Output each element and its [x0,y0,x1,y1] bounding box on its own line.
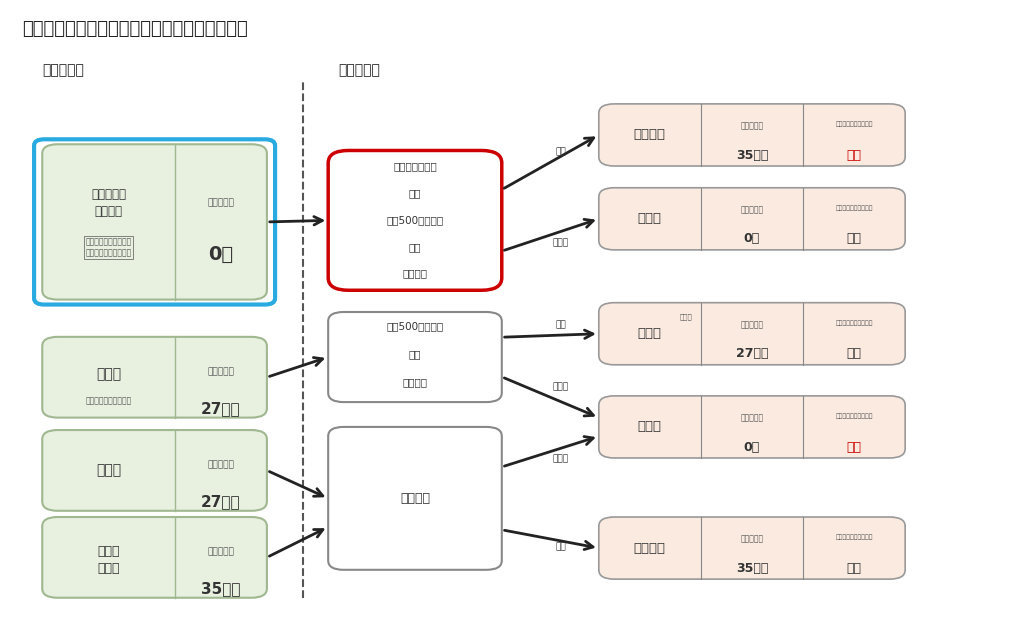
FancyBboxPatch shape [42,144,267,300]
Text: （控除額）: （控除額） [740,205,764,214]
FancyBboxPatch shape [599,104,905,166]
Text: （控除額）: （控除額） [208,198,234,208]
Text: 非該当: 非該当 [552,238,568,247]
Text: 不要: 不要 [847,233,861,245]
FancyBboxPatch shape [328,312,502,402]
Text: 寡　婦: 寡 婦 [96,368,121,381]
Text: 必要: 必要 [847,441,861,454]
Text: 非該当: 非該当 [638,212,662,225]
Text: （寡婦（夫）、特別の
寡婦に該当しない者）: （寡婦（夫）、特別の 寡婦に該当しない者） [85,238,132,258]
Text: 未　婚　の
ひとり親: 未 婚 の ひとり親 [91,188,126,218]
Text: （控除額）: （控除額） [208,461,234,470]
Text: 27万円: 27万円 [201,401,241,416]
Text: 事実婚無: 事実婚無 [402,268,427,278]
Text: 所得500万円以下: 所得500万円以下 [386,321,443,331]
Text: （控除額）: （控除額） [208,548,234,557]
Text: 0円: 0円 [743,441,760,454]
FancyBboxPatch shape [599,517,905,579]
Text: （注）: （注） [679,314,692,321]
Text: （控除額）: （控除額） [740,320,764,329]
Text: 同一生計の子有: 同一生計の子有 [393,162,437,172]
Text: （年末調整時の申告）: （年末調整時の申告） [836,320,872,326]
Text: 非該当: 非該当 [638,421,662,434]
Text: 寡　夫: 寡 夫 [96,464,121,477]
Text: 該当: 該当 [555,320,566,329]
FancyBboxPatch shape [328,150,502,290]
Text: 該当: 該当 [555,147,566,156]
Text: 0円: 0円 [209,245,233,264]
Text: 不要: 不要 [847,348,861,361]
Text: （年末調整時の申告）: （年末調整時の申告） [836,205,872,211]
Text: （控除額）: （控除額） [740,121,764,130]
Text: 不要: 不要 [847,562,861,575]
Text: 特別の
寡　婦: 特別の 寡 婦 [97,545,120,575]
Text: 必要: 必要 [847,149,861,162]
FancyBboxPatch shape [42,517,267,598]
Text: （控除額）: （控除額） [740,534,764,544]
Text: 〔改正前〕: 〔改正前〕 [42,64,84,77]
Text: 所得500万円以下: 所得500万円以下 [386,215,443,225]
Text: かつ: かつ [409,349,421,359]
Text: 【改正前後の控除に係る適用判定のフロー図】: 【改正前後の控除に係る適用判定のフロー図】 [22,20,248,38]
Text: 〔改正後〕: 〔改正後〕 [338,64,380,77]
Text: 27万円: 27万円 [735,348,768,361]
FancyBboxPatch shape [42,337,267,417]
Text: ひとり親: ひとり親 [634,129,666,142]
FancyBboxPatch shape [599,303,905,365]
Text: 35万円: 35万円 [736,562,768,575]
FancyBboxPatch shape [42,430,267,511]
Text: （年末調整時の申告）: （年末調整時の申告） [836,534,872,540]
FancyBboxPatch shape [599,188,905,250]
Text: 非該当: 非該当 [552,382,568,391]
Text: （控除額）: （控除額） [740,413,764,422]
Text: （年末調整時の申告）: （年末調整時の申告） [836,413,872,419]
Text: 事実婚無: 事実婚無 [402,378,427,388]
Text: 35万円: 35万円 [201,582,241,597]
Text: （年末調整時の申告）: （年末調整時の申告） [836,121,872,127]
Text: 35万円: 35万円 [736,149,768,162]
Text: 該当: 該当 [555,542,566,551]
Text: 27万円: 27万円 [201,495,241,510]
Text: ひとり親: ひとり親 [634,542,666,555]
Text: 事実婚無: 事実婚無 [400,492,430,505]
Text: 非該当: 非該当 [552,455,568,464]
Text: かつ: かつ [409,242,421,252]
FancyBboxPatch shape [328,427,502,570]
Text: （控除額）: （控除額） [208,368,234,376]
FancyBboxPatch shape [599,396,905,458]
Text: 0円: 0円 [743,233,760,245]
Text: （特別の寡婦を除く）: （特別の寡婦を除く） [85,396,132,405]
Text: 寡　婦: 寡 婦 [638,327,662,340]
Text: かつ: かつ [409,188,421,198]
